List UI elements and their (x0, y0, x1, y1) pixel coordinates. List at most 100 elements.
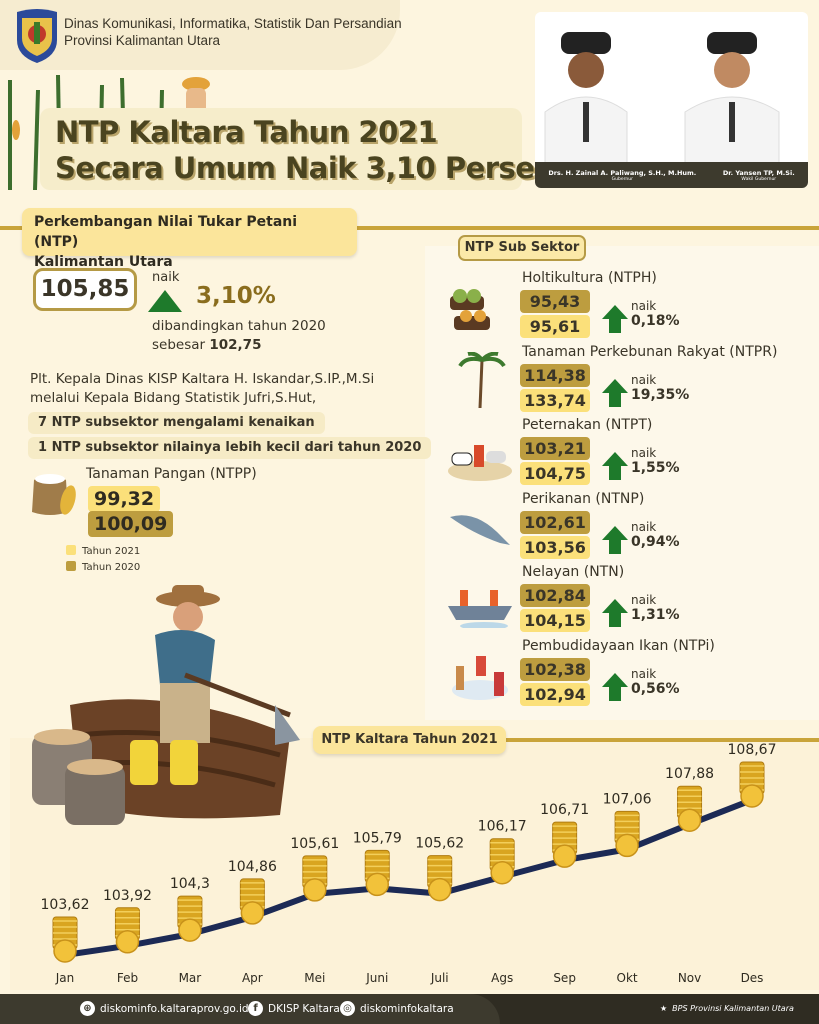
official-role: Wakil Gubernur (741, 176, 777, 182)
data-point-coin-stack (364, 849, 390, 897)
data-label: 105,62 (415, 836, 464, 852)
naik-label: naik (631, 519, 657, 534)
data-point-coin-stack (177, 895, 203, 942)
ntpp-2020-value: 100,09 (88, 511, 174, 537)
subsektor-item: Peternakan (NTPT) 103,21 104,75 naik 1,5… (440, 417, 819, 491)
fish-icon (450, 514, 510, 545)
vegetables-icon (450, 289, 490, 330)
ntpp-name: Tanaman Pangan (NTPP) (86, 466, 257, 482)
chart-title: NTP Kaltara Tahun 2021 (313, 726, 506, 754)
x-tick-label: Ags (491, 971, 513, 985)
data-point-coin-stack (52, 916, 78, 963)
summary-heading: Perkembangan Nilai Tukar Petani (NTP) Kal… (22, 208, 357, 270)
subsektor-item: Nelayan (NTN) 102,84 104,15 naik 1,31% (440, 564, 819, 638)
data-label: 107,88 (665, 766, 714, 782)
subsektor-2020-value: 103,21 (520, 437, 590, 460)
statement-text: Plt. Kepala Dinas KISP Kaltara H. Iskand… (30, 371, 375, 406)
bps-star-icon: ★ (660, 1004, 668, 1013)
subsektor-name: Tanaman Perkebunan Rakyat (NTPR) (522, 343, 778, 360)
fishermen-boat-icon (448, 590, 512, 628)
subsektor-name: Holtikultura (NTPH) (522, 270, 657, 286)
data-label: 103,62 (41, 897, 90, 913)
increase-percent: 3,10% (196, 283, 276, 309)
data-point-coin-stack (552, 821, 578, 868)
up-arrow-icon (602, 599, 628, 627)
subsektor-2020-value: 102,38 (520, 657, 590, 681)
data-point-coin-stack (677, 785, 703, 832)
x-tick-label: Sep (553, 971, 576, 985)
data-label: 104,3 (170, 876, 210, 892)
subsektor-2021-value: 104,75 (520, 462, 590, 485)
organization-name: Dinas Komunikasi, Informatika, Statistik… (64, 16, 402, 48)
naik-label: naik (631, 666, 657, 681)
rice-sack-corn-icon (32, 474, 76, 515)
x-tick-label: Mar (179, 971, 202, 985)
footer-source: ★ BPS Provinsi Kalimantan Utara (660, 1004, 794, 1013)
legend-item-2020: Tahun 2020 (66, 560, 140, 576)
subsektor-percent: 19,35% (631, 386, 690, 403)
data-label: 107,06 (603, 791, 652, 807)
data-label: 106,17 (478, 819, 527, 835)
subsektor-item: Perikanan (NTNP) 102,61 103,56 naik 0,94… (440, 491, 819, 565)
globe-icon: ⊕ (80, 1001, 95, 1016)
title-banner (40, 108, 522, 190)
ntpp-2021-value: 99,32 (88, 486, 161, 512)
footer: ⊕ diskominfo.kaltaraprov.go.id f DKISP Kal… (0, 994, 819, 1024)
legend: Tahun 2021 Tahun 2020 (66, 544, 140, 576)
subsektor-2021-value: 102,94 (520, 682, 590, 706)
x-tick-label: Nov (678, 971, 701, 985)
palm-tree-icon (458, 351, 506, 408)
increase-note: 7 NTP subsektor mengalami kenaikan (28, 412, 325, 434)
province-logo (17, 9, 57, 63)
header-background (0, 0, 400, 70)
data-label: 105,61 (290, 836, 339, 852)
subsektor-panel (425, 246, 819, 720)
naik-label: naik (631, 593, 657, 607)
instagram-icon: ◎ (340, 1001, 355, 1016)
subsektor-percent: 0,18% (631, 313, 680, 329)
data-point-coin-stack (302, 855, 328, 902)
subsektor-item: Pembudidayaan Ikan (NTPi) 102,38 102,94 … (440, 638, 819, 712)
footer-website[interactable]: ⊕ diskominfo.kaltaraprov.go.id (80, 1001, 249, 1016)
official-name: Dr. Yansen TP, M.Si. (722, 168, 795, 177)
subsektor-name: Perikanan (NTNP) (522, 490, 645, 507)
chart-divider (505, 738, 819, 742)
data-label: 105,79 (353, 830, 402, 846)
naik-label: naik (152, 270, 180, 285)
subsektor-2021-value: 103,56 (520, 535, 590, 559)
official-role: Gubernur (611, 176, 633, 182)
x-tick-label: Jan (55, 971, 75, 985)
data-label: 106,71 (540, 802, 589, 818)
subsektor-percent: 1,55% (631, 460, 680, 476)
subsektor-2021-value: 133,74 (520, 388, 590, 412)
ntp-line-chart: 103,62 Jan 103,92 Feb 104,3 Mar 104,86 Apr 105,6… (41, 742, 777, 985)
data-point-coin-stack (739, 761, 765, 808)
farmer-illustration (32, 585, 300, 825)
x-tick-label: Des (741, 971, 764, 985)
subsektor-name: Pembudidayaan Ikan (NTPi) (522, 637, 715, 654)
fish-farming-icon (452, 655, 508, 700)
officials-photo: Drs. H. Zainal A. Paliwang, S.H., M.Hum.… (535, 12, 808, 188)
x-tick-label: Feb (117, 971, 138, 985)
subsektor-2021-value: 95,61 (520, 315, 590, 338)
footer-facebook[interactable]: f DKISP Kaltara (248, 1001, 340, 1016)
subsektor-2020-value: 102,61 (520, 510, 590, 534)
x-tick-label: Mei (304, 971, 325, 985)
data-label: 108,67 (728, 742, 777, 758)
naik-label: naik (631, 299, 657, 313)
x-tick-label: Juli (430, 971, 449, 985)
compare-text: dibandingkan tahun 2020 (152, 318, 326, 334)
subsektor-2021-value: 104,15 (520, 609, 590, 632)
x-tick-label: Apr (242, 971, 263, 985)
data-label: 103,92 (103, 888, 152, 904)
officials-caption: Drs. H. Zainal A. Paliwang, S.H., M.Hum.… (535, 162, 808, 188)
x-tick-label: Okt (617, 971, 638, 985)
decrease-note: 1 NTP subsektor nilainya lebih kecil dar… (28, 437, 432, 459)
up-arrow-icon (602, 452, 628, 480)
subsektor-percent: 0,94% (631, 533, 680, 550)
footer-instagram[interactable]: ◎ diskominfokaltara (340, 1001, 454, 1016)
data-point-coin-stack (614, 810, 640, 858)
livestock-icon (448, 445, 512, 481)
page-title: NTP Kaltara Tahun 2021 Secara Umum Naik 3… (55, 115, 555, 185)
subsektor-2020-value: 114,38 (520, 363, 590, 387)
